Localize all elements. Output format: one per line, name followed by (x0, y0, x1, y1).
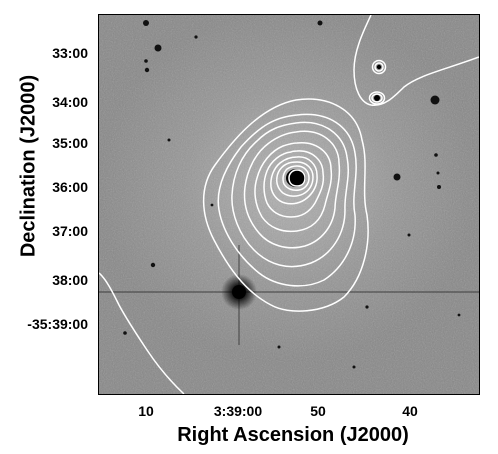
y-axis-title: Declination (J2000) (17, 74, 40, 258)
y-tick-label: 33:00 (52, 45, 88, 61)
y-tick-label: 36:00 (52, 179, 88, 195)
y-tick-label: 34:00 (52, 94, 88, 110)
sky-image-panel (98, 14, 480, 395)
y-tick-label: -35:39:00 (27, 316, 88, 332)
field-stars (123, 20, 461, 369)
y-tick-label: 37:00 (52, 223, 88, 239)
x-axis-title: Right Ascension (J2000) (177, 424, 409, 446)
x-tick-label: 3:39:00 (213, 403, 263, 419)
x-tick-label: 50 (310, 403, 326, 419)
y-tick-label: 35:00 (52, 135, 88, 151)
bright-star (99, 245, 479, 345)
y-tick-label: 38:00 (52, 272, 88, 288)
sky-image (99, 15, 479, 394)
xray-contours (99, 15, 479, 394)
x-tick-label: 40 (402, 403, 418, 419)
x-tick-label: 10 (138, 403, 154, 419)
